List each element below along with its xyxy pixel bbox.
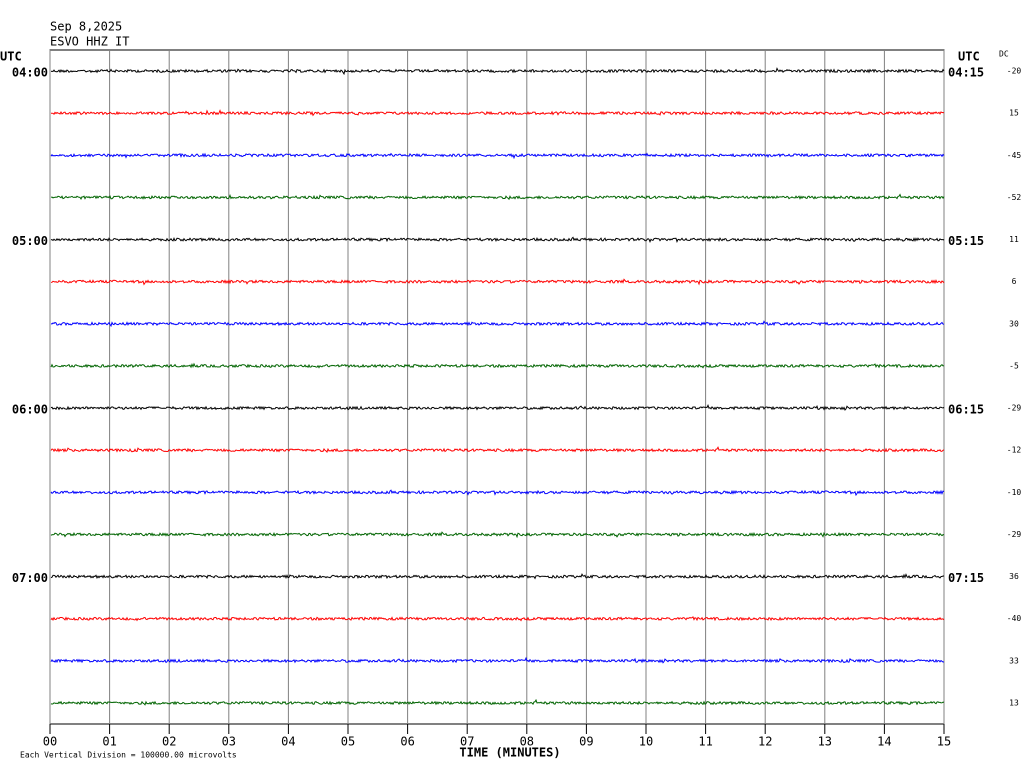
- left-time-label: 07:00: [12, 571, 48, 585]
- x-tick-label: 11: [698, 735, 712, 749]
- dc-offset: 6: [1012, 277, 1017, 286]
- trace: [50, 109, 945, 117]
- x-tick-label: 05: [341, 735, 355, 749]
- x-tick-label: 07: [460, 735, 474, 749]
- trace: [50, 278, 945, 286]
- x-tick-label: 14: [877, 735, 891, 749]
- dc-offset: 30: [1009, 319, 1019, 328]
- trace: [50, 446, 945, 453]
- dc-offset: 11: [1009, 235, 1019, 244]
- trace: [50, 193, 945, 201]
- trace: [50, 320, 945, 328]
- date: Sep 8,2025: [50, 20, 122, 34]
- right-time-label: 04:15: [948, 66, 984, 80]
- left-timezone: UTC: [0, 50, 22, 64]
- x-tick-label: 08: [520, 735, 534, 749]
- dc-offset: 36: [1009, 572, 1019, 581]
- station: ESVO HHZ IT: [50, 35, 129, 49]
- dc-offset: -40: [1007, 614, 1022, 623]
- trace: [50, 698, 945, 706]
- dc-offset: -20: [1007, 67, 1022, 76]
- trace: [50, 152, 945, 160]
- left-time-label: 04:00: [12, 66, 48, 80]
- trace: [50, 489, 945, 497]
- right-time-label: 06:15: [948, 403, 984, 417]
- x-tick-label: 13: [818, 735, 832, 749]
- dc-header: DC: [999, 50, 1009, 59]
- trace: [50, 362, 945, 369]
- right-time-label: 05:15: [948, 234, 984, 248]
- x-axis-label: TIME (MINUTES): [459, 746, 560, 760]
- trace: [50, 616, 945, 622]
- x-tick-label: 04: [281, 735, 295, 749]
- dc-offset: -5: [1009, 361, 1019, 370]
- dc-offset: -45: [1007, 151, 1022, 160]
- right-time-label: 07:15: [948, 571, 984, 585]
- x-tick-label: 09: [579, 735, 593, 749]
- x-tick-label: 00: [43, 735, 57, 749]
- trace: [50, 656, 945, 664]
- trace: [50, 531, 945, 539]
- dc-offset: 13: [1009, 699, 1019, 708]
- dc-offset: 15: [1009, 109, 1019, 118]
- dc-offset: 33: [1009, 656, 1019, 665]
- dc-offset: -29: [1007, 530, 1022, 539]
- x-tick-label: 12: [758, 735, 772, 749]
- x-tick-label: 06: [400, 735, 414, 749]
- dc-offset: -12: [1007, 446, 1022, 455]
- dc-offset: -10: [1007, 488, 1022, 497]
- x-tick-label: 15: [937, 735, 951, 749]
- x-tick-label: 02: [162, 735, 176, 749]
- x-tick-label: 10: [639, 735, 653, 749]
- right-timezone: UTC: [958, 50, 980, 64]
- left-time-label: 05:00: [12, 234, 48, 248]
- footer: Each Vertical Division = 100000.00 micro…: [20, 751, 237, 760]
- trace: [50, 67, 945, 76]
- left-time-label: 06:00: [12, 403, 48, 417]
- trace: [50, 403, 945, 411]
- dc-offset: -29: [1007, 404, 1022, 413]
- x-tick-label: 03: [222, 735, 236, 749]
- trace: [50, 236, 945, 243]
- x-tick-label: 01: [102, 735, 116, 749]
- trace: [50, 573, 945, 580]
- dc-offset: -52: [1007, 193, 1022, 202]
